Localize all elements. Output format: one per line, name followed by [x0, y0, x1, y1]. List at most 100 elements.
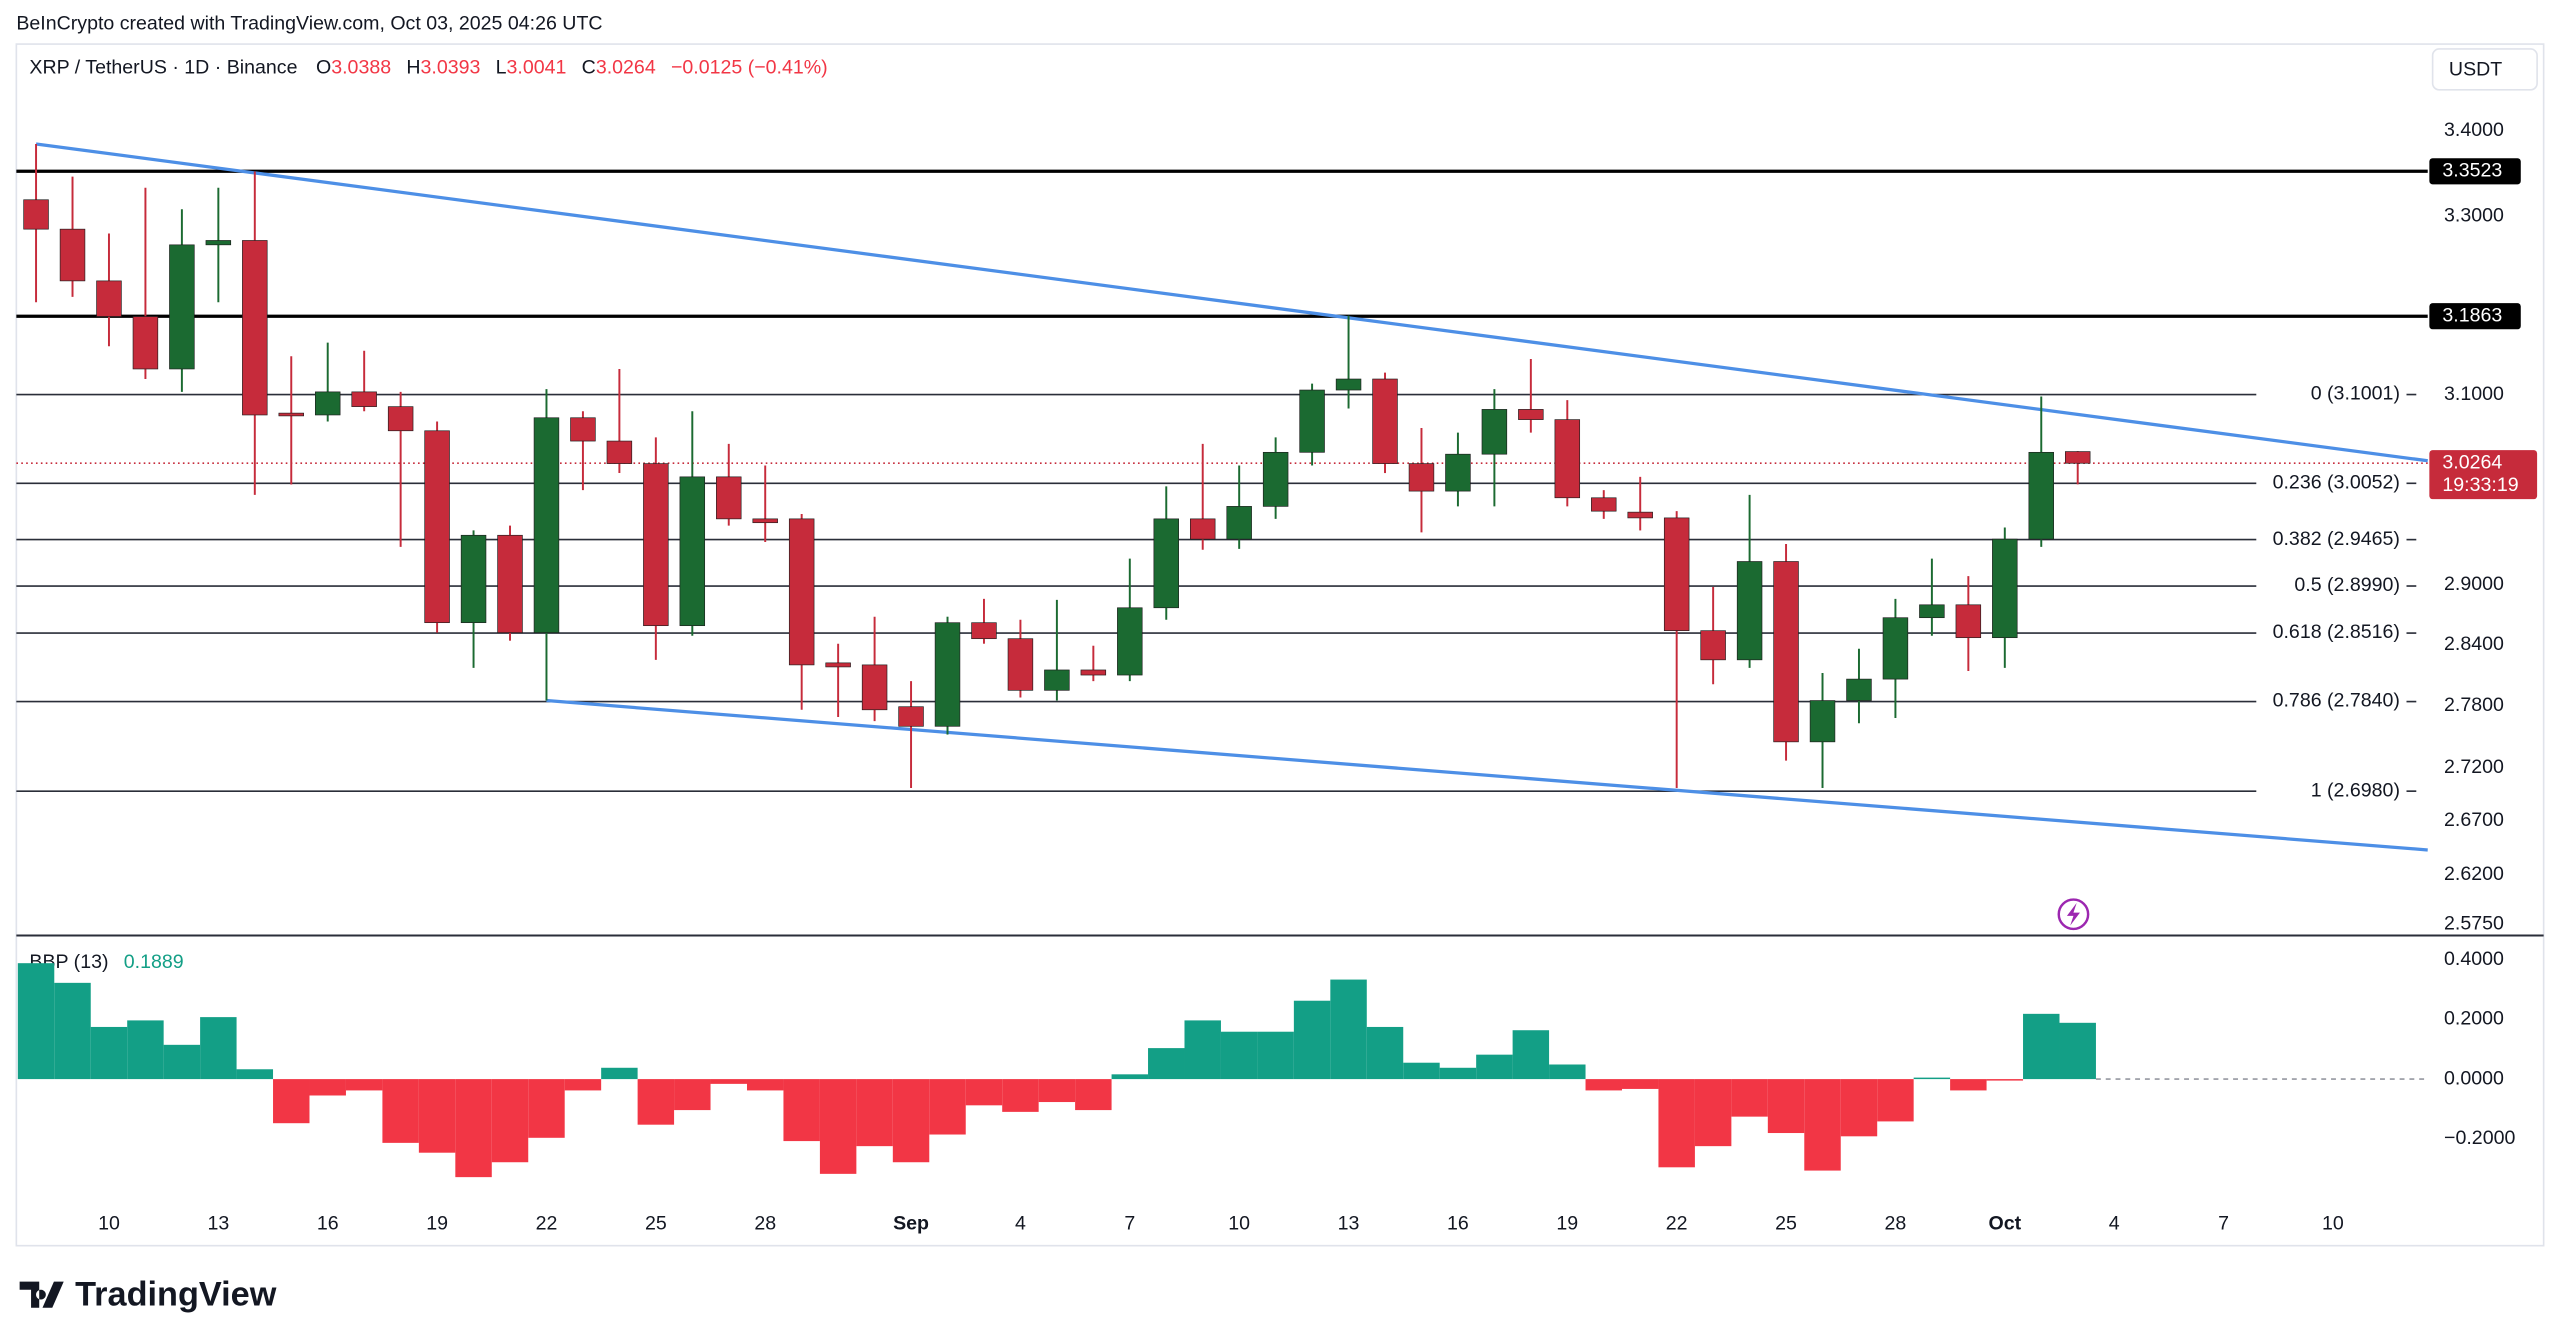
- candle-body: [1189, 518, 1216, 540]
- x-tick-label: Oct: [1988, 1213, 2021, 1235]
- bar: [710, 1079, 747, 1084]
- candle-body: [1007, 638, 1034, 691]
- candle-body: [788, 518, 815, 666]
- bar: [637, 1079, 675, 1125]
- bar: [1366, 1026, 1404, 1080]
- candle-body: [2064, 451, 2091, 464]
- candle-body: [533, 417, 560, 634]
- candle-body: [1372, 378, 1398, 464]
- bar: [929, 1079, 966, 1135]
- x-tick-label: 13: [207, 1213, 229, 1235]
- y-tick-label: 2.7800: [2444, 694, 2504, 716]
- bar: [1950, 1079, 1987, 1091]
- fib-label: 0.786 (2.7840): [2273, 690, 2400, 712]
- x-tick-label: 19: [426, 1213, 448, 1235]
- logo: TradingView: [19, 1275, 277, 1313]
- h-value: 3.0393: [421, 57, 481, 79]
- candle-body: [1481, 409, 1508, 455]
- bar: [163, 1044, 201, 1080]
- currency-button[interactable]: [2431, 48, 2538, 91]
- y-tick-label: 2.6200: [2444, 863, 2504, 885]
- x-tick-label: 10: [98, 1213, 120, 1235]
- bar: [54, 982, 91, 1080]
- bar: [965, 1079, 1003, 1106]
- candle-body: [59, 228, 86, 282]
- y-tick-label: 0.2000: [2444, 1008, 2504, 1030]
- candle-body: [570, 417, 596, 442]
- last-price-box: [2429, 450, 2538, 500]
- x-tick-label: Sep: [893, 1213, 929, 1235]
- bar: [2023, 1013, 2060, 1080]
- candle-body: [1153, 518, 1179, 609]
- candle-body: [1773, 561, 1799, 743]
- x-tick-label: 28: [1885, 1213, 1907, 1235]
- candle-body: [2028, 451, 2054, 540]
- alert-bolt[interactable]: [2066, 902, 2080, 926]
- candle-body: [606, 440, 633, 464]
- candle-body: [460, 534, 487, 624]
- brand: TradingView: [75, 1275, 277, 1313]
- bar: [1877, 1079, 1914, 1122]
- h-label: H: [406, 57, 420, 79]
- bar: [236, 1069, 274, 1080]
- y-tick-label: 3.4000: [2444, 119, 2504, 141]
- x-tick-label: 22: [1666, 1213, 1688, 1235]
- candle-body: [1955, 604, 1982, 639]
- candle-body: [1080, 669, 1107, 676]
- bar: [1840, 1079, 1878, 1137]
- candle-body: [716, 476, 742, 520]
- bar: [783, 1079, 820, 1142]
- candle-body: [1226, 506, 1252, 540]
- bar: [601, 1067, 638, 1080]
- candle-body: [825, 662, 851, 668]
- bar: [2059, 1022, 2096, 1080]
- alert-icon[interactable]: [2057, 898, 2090, 931]
- currency[interactable]: USDT: [2449, 58, 2502, 80]
- candle-body: [424, 430, 450, 624]
- bar: [418, 1079, 456, 1153]
- candle-body: [643, 463, 669, 627]
- bar: [1330, 979, 1367, 1080]
- change: −0.0125 (−0.41%): [671, 57, 828, 79]
- bar: [1585, 1079, 1622, 1091]
- credit: BeInCrypto created with TradingView.com,…: [16, 13, 602, 35]
- candle-body: [971, 622, 997, 640]
- o-label: O: [316, 57, 331, 79]
- candle-body: [898, 706, 924, 727]
- bar: [1075, 1079, 1112, 1111]
- bar: [309, 1079, 346, 1096]
- trendline: [546, 698, 2428, 852]
- candle-body: [1846, 678, 1872, 701]
- c-label: C: [582, 57, 596, 79]
- candle-body: [205, 240, 232, 246]
- trendline: [35, 142, 2428, 463]
- candle-body: [23, 199, 49, 230]
- bar: [1257, 1031, 1294, 1080]
- bar: [1184, 1020, 1221, 1080]
- x-tick-label: 10: [2322, 1213, 2344, 1235]
- candle-body: [132, 316, 159, 370]
- x-tick-label: 4: [2109, 1213, 2120, 1235]
- y-tick-label: 2.7200: [2444, 756, 2504, 778]
- fib-label: 0.5 (2.8990): [2294, 574, 2400, 596]
- candle-body: [679, 476, 706, 627]
- level-box: [2429, 158, 2521, 185]
- symbol: XRP / TetherUS · 1D · Binance: [29, 57, 297, 79]
- candle-body: [1554, 419, 1581, 499]
- candle-body: [387, 406, 414, 432]
- y-tick-label: 2.9000: [2444, 573, 2504, 595]
- bar: [528, 1079, 565, 1138]
- x-tick-label: 7: [2218, 1213, 2229, 1235]
- candle-body: [1335, 378, 1362, 391]
- candle-body: [1663, 517, 1690, 632]
- l-label: L: [496, 57, 507, 79]
- bar: [17, 963, 55, 1080]
- candle-body: [1919, 604, 1945, 619]
- bar: [90, 1026, 128, 1080]
- bar: [1694, 1079, 1732, 1147]
- y-tick-label: 2.5750: [2444, 913, 2504, 935]
- y-tick-label: −0.2000: [2444, 1127, 2515, 1149]
- bar: [1986, 1079, 2024, 1081]
- indicator-value: 0.1889: [124, 951, 184, 973]
- fib-label: 0 (3.1001): [2311, 383, 2400, 405]
